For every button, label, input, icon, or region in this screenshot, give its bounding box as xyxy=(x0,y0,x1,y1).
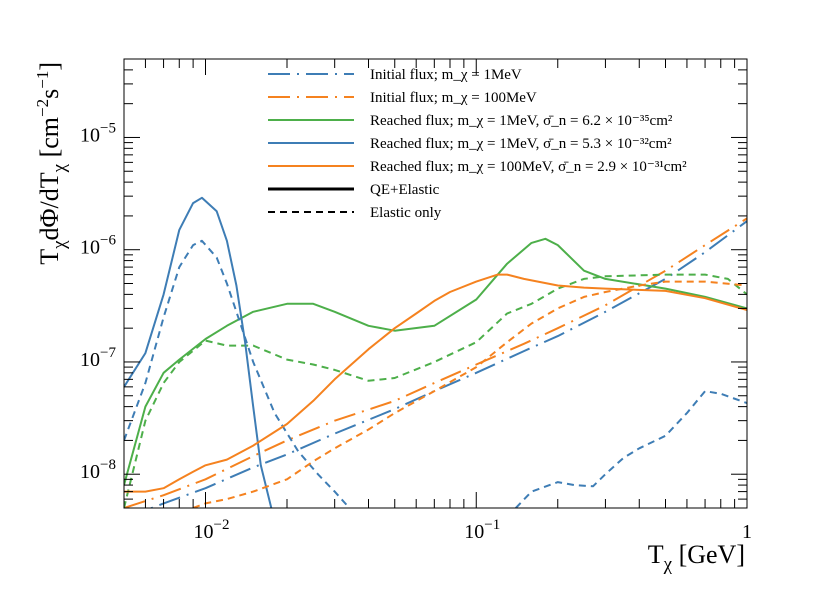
series-line-7-reached-flux-m-1mev-n-5-3-10-cm-elastic- xyxy=(515,390,747,508)
y-tick-label: 10−7 xyxy=(80,345,116,371)
legend: Initial flux; m_χ = 1MeV Initial flux; m_… xyxy=(268,67,687,221)
series-line-6-reached-flux-m-1mev-n-5-3-10-cm-elastic- xyxy=(124,239,351,508)
legend-label: Reached flux; m_χ = 100MeV, σ̄_n = 2.9 ×… xyxy=(370,159,687,175)
legend-label: Initial flux; m_χ = 1MeV xyxy=(370,67,522,83)
y-axis-label: TχdΦ/dTχ [cm−2s−1] xyxy=(33,62,70,265)
legend-entry: Reached flux; m_χ = 1MeV, σ̄_n = 6.2 × 1… xyxy=(268,113,673,129)
legend-label: Elastic only xyxy=(370,205,442,221)
legend-entry: Initial flux; m_χ = 100MeV xyxy=(268,90,537,106)
series-line-2-initial-flux-m-100mev xyxy=(124,217,747,508)
series-line-5-reached-flux-m-1mev-n-5-3-10-cm-qe-elast xyxy=(124,196,273,508)
legend-entry: Reached flux; m_χ = 100MeV, σ̄_n = 2.9 ×… xyxy=(268,159,687,175)
x-tick-label: 10−1 xyxy=(464,517,500,543)
series-layer xyxy=(124,196,747,508)
tick-layer: 10−2 10−1 1 10−8 10−7 10−6 10−5 xyxy=(80,58,752,543)
legend-entry: Elastic only xyxy=(268,205,442,221)
legend-label: Initial flux; m_χ = 100MeV xyxy=(370,90,537,106)
legend-label: QE+Elastic xyxy=(370,182,440,198)
series-line-9-reached-flux-m-100mev-n-2-9-10-cm-elasti xyxy=(192,280,747,508)
x-tick-label: 1 xyxy=(742,521,752,543)
legend-entry: QE+Elastic xyxy=(268,182,440,198)
series-line-8-reached-flux-m-100mev-n-2-9-10-cm-qe-ela xyxy=(124,273,747,493)
legend-entry: Initial flux; m_χ = 1MeV xyxy=(268,67,522,83)
legend-label: Reached flux; m_χ = 1MeV, σ̄_n = 6.2 × 1… xyxy=(370,113,673,129)
series-line-3-reached-flux-m-1mev-n-6-2-10-cm-qe-elast xyxy=(124,237,747,486)
y-tick-label: 10−5 xyxy=(80,120,116,146)
legend-label: Reached flux; m_χ = 1MeV, σ̄_n = 5.3 × 1… xyxy=(370,136,672,152)
legend-entry: Reached flux; m_χ = 1MeV, σ̄_n = 5.3 × 1… xyxy=(268,136,672,152)
y-tick-label: 10−6 xyxy=(80,233,116,259)
x-axis-label: Tχ [GeV] xyxy=(648,540,745,575)
series-line-4-reached-flux-m-1mev-n-6-2-10-cm-elastic- xyxy=(124,273,747,508)
y-tick-label: 10−8 xyxy=(80,457,116,483)
x-tick-label: 10−2 xyxy=(194,517,230,543)
series-line-1-initial-flux-m-1mev xyxy=(149,220,747,508)
